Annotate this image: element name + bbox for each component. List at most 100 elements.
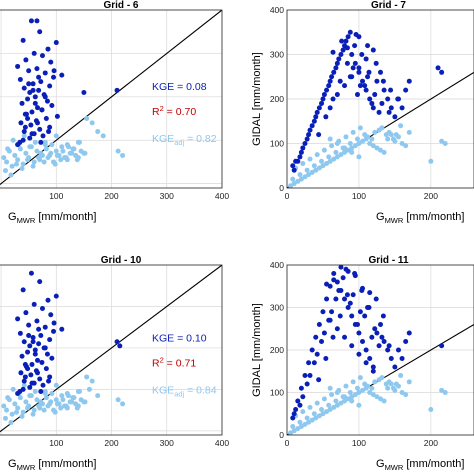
scatter-point-kge — [25, 366, 31, 372]
scatter-point-kge_adj — [10, 137, 16, 143]
scatter-point-kge — [360, 285, 366, 291]
scatter-point-kge_adj — [288, 183, 294, 188]
scatter-point-kge — [349, 74, 355, 80]
scatter-point-kge — [321, 92, 327, 98]
x-axis-label-subscript: MWR — [17, 216, 36, 225]
scatter-point-kge_adj — [378, 147, 383, 153]
scatter-point-kge_adj — [442, 390, 448, 395]
scatter-point-kge — [354, 92, 360, 98]
scatter-point-kge — [324, 296, 330, 302]
scatter-point-kge — [435, 65, 441, 71]
scatter-point-kge_adj — [360, 138, 366, 144]
scatter-point-kge — [356, 330, 362, 336]
scatter-point-kge_adj — [357, 375, 363, 381]
x-tick-label: 100 — [352, 438, 366, 448]
scatter-point-kge_adj — [297, 172, 303, 178]
scatter-point-kge — [42, 94, 48, 100]
scatter-point-kge — [22, 374, 28, 380]
scatter-point-kge_adj — [334, 141, 340, 146]
scatter-point-kge_adj — [63, 403, 69, 409]
scatter-point-kge — [295, 398, 301, 404]
scatter-point-kge — [334, 60, 340, 66]
scatter-point-kge — [340, 47, 346, 53]
x-axis-label-main: G — [376, 211, 385, 223]
scatter-point-kge — [439, 69, 445, 75]
scatter-point-kge — [44, 98, 50, 104]
x-tick-label: 300 — [160, 191, 174, 201]
scatter-point-kge — [399, 105, 405, 111]
scatter-point-kge_adj — [89, 378, 95, 384]
scatter-point-kge_adj — [30, 163, 36, 169]
scatter-point-kge — [48, 59, 54, 65]
scatter-point-kge_adj — [342, 398, 348, 404]
scatter-point-kge_adj — [8, 172, 14, 178]
axes-frame — [0, 264, 223, 436]
scatter-point-kge — [314, 351, 320, 357]
scatter-point-kge_adj — [4, 159, 10, 165]
scatter-point-kge_adj — [327, 385, 333, 391]
scatter-point-kge — [363, 360, 369, 366]
scatter-point-kge_adj — [349, 398, 355, 404]
scatter-point-kge — [350, 65, 356, 71]
scatter-point-kge — [324, 281, 330, 287]
scatter-point-kge_adj — [349, 145, 355, 151]
scatter-point-kge — [357, 309, 363, 315]
scatter-point-kge_adj — [95, 129, 101, 135]
scatter-point-kge_adj — [297, 419, 303, 425]
scatter-point-kge — [297, 154, 303, 160]
scatter-point-kge — [59, 326, 65, 332]
scatter-point-kge — [327, 105, 333, 111]
scatter-point-kge — [399, 356, 405, 361]
scatter-point-kge_adj — [71, 146, 77, 152]
plot-area — [287, 265, 474, 435]
y-tick-label: 400 — [270, 260, 284, 270]
scatter-point-kge — [291, 411, 297, 417]
scatter-point-kge_adj — [321, 147, 327, 153]
plot-area — [287, 29, 474, 188]
scatter-point-kge — [370, 368, 376, 374]
scatter-point-kge_adj — [295, 426, 301, 432]
chart-title: Grid - 11 — [368, 255, 408, 266]
scatter-point-kge_adj — [63, 155, 69, 161]
y-tick-label: 300 — [270, 50, 284, 60]
scatter-point-kge_adj — [333, 398, 339, 404]
chart-title: Grid - 6 — [103, 0, 138, 11]
scatter-point-kge_adj — [300, 161, 306, 167]
scatter-point-kge_adj — [385, 385, 391, 391]
axes-frame — [286, 264, 474, 436]
scatter-point-kge_adj — [291, 428, 297, 434]
scatter-point-kge — [373, 60, 379, 66]
scatter-point-kge — [300, 145, 306, 151]
scatter-point-kge_adj — [86, 386, 92, 392]
scatter-point-kge_adj — [306, 172, 312, 178]
scatter-point-kge_adj — [115, 148, 121, 154]
scatter-point-kge_adj — [334, 402, 340, 408]
scatter-point-kge_adj — [31, 407, 37, 413]
scatter-point-kge — [31, 301, 37, 307]
scatter-point-kge — [34, 66, 40, 72]
scatter-point-kge_adj — [36, 155, 42, 161]
r2-superscript: 2 — [160, 356, 164, 365]
scatter-point-kge_adj — [5, 395, 11, 401]
scatter-point-kge — [297, 402, 303, 408]
scatter-point-kge_adj — [42, 388, 48, 394]
scatter-point-kge_adj — [53, 397, 59, 403]
scatter-point-kge — [347, 300, 353, 306]
scatter-point-kge_adj — [307, 156, 313, 162]
scatter-point-kge — [309, 347, 315, 353]
scatter-point-kge — [345, 268, 351, 274]
scatter-point-kge — [349, 52, 355, 57]
scatter-point-kge_adj — [338, 152, 344, 158]
scatter-point-kge — [42, 70, 48, 76]
scatter-point-kge — [15, 142, 21, 148]
scatter-point-kge — [333, 65, 339, 71]
scatter-point-kge — [38, 139, 44, 145]
scatter-point-kge_adj — [309, 417, 315, 423]
scatter-point-kge — [34, 318, 40, 324]
scatter-point-kge — [379, 100, 385, 106]
y-tick-label: 100 — [270, 139, 284, 149]
scatter-point-kge_adj — [393, 381, 399, 387]
kge-value: KGE = 0.10 — [152, 333, 207, 345]
scatter-point-kge_adj — [356, 141, 362, 146]
scatter-point-kge_adj — [302, 174, 308, 180]
